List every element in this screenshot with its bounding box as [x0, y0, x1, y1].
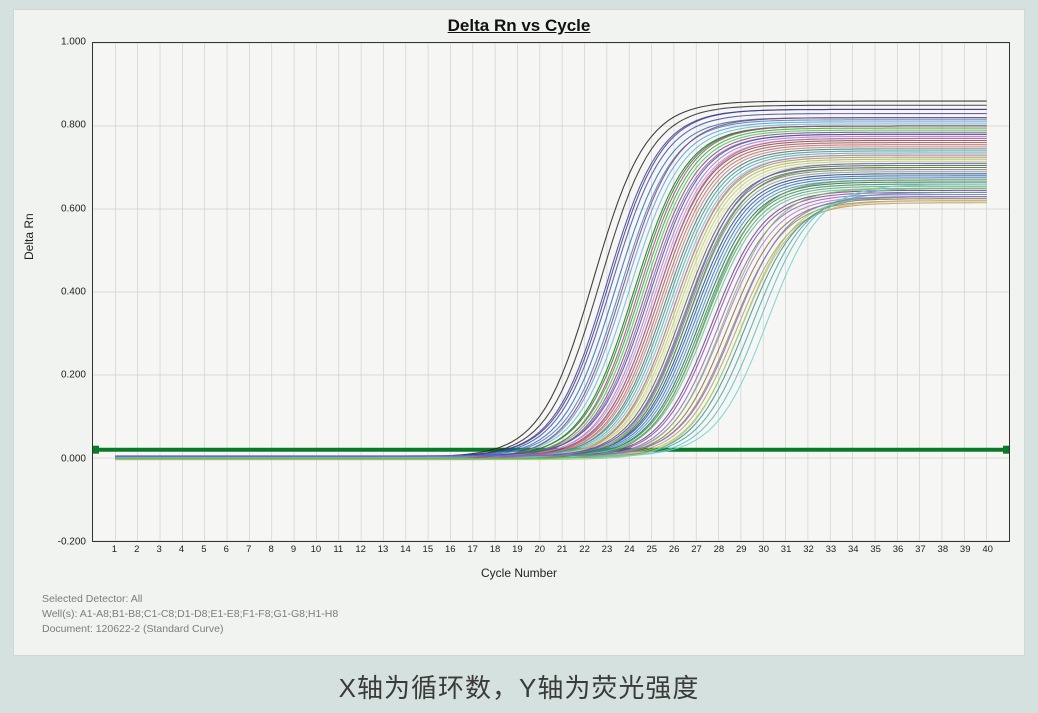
x-tick-label: 35 — [870, 544, 881, 555]
x-tick-label: 24 — [624, 544, 635, 555]
x-tick-label: 13 — [378, 544, 389, 555]
series-line — [115, 180, 986, 458]
series-line — [115, 184, 986, 457]
y-tick-label: 0.600 — [61, 203, 86, 214]
series-line — [115, 130, 986, 457]
series-line — [115, 172, 986, 457]
x-tick-label: 7 — [246, 544, 251, 555]
series-line — [115, 188, 986, 457]
series-line — [115, 180, 986, 459]
series-line — [115, 163, 986, 456]
series-line — [115, 192, 986, 457]
x-tick-label: 34 — [848, 544, 859, 555]
series-line — [115, 190, 986, 457]
series-line — [115, 118, 986, 458]
x-axis-label: Cycle Number — [14, 566, 1024, 580]
x-tick-label: 26 — [669, 544, 680, 555]
y-tick-label: -0.200 — [58, 537, 86, 548]
x-tick-label: 14 — [400, 544, 411, 555]
x-tick-label: 32 — [803, 544, 814, 555]
chart-title: Delta Rn vs Cycle — [14, 16, 1024, 36]
x-tick-label: 17 — [467, 544, 478, 555]
x-axis-ticks: 1234567891011121314151617181920212223242… — [92, 544, 1010, 562]
series-line — [115, 168, 986, 459]
series-line — [115, 163, 986, 456]
y-axis-label: Delta Rn — [22, 213, 36, 260]
x-tick-label: 2 — [134, 544, 139, 555]
series-line — [115, 199, 986, 458]
y-tick-label: 0.000 — [61, 453, 86, 464]
x-tick-label: 28 — [714, 544, 725, 555]
x-tick-label: 10 — [311, 544, 322, 555]
series-line — [115, 197, 986, 456]
footer-document: Document: 120622-2 (Standard Curve) — [42, 622, 224, 637]
x-tick-label: 1 — [112, 544, 117, 555]
series-line — [115, 201, 986, 457]
x-tick-label: 22 — [579, 544, 590, 555]
x-tick-label: 6 — [224, 544, 229, 555]
series-line — [115, 188, 986, 458]
series-line — [115, 128, 986, 457]
series-line — [115, 126, 986, 457]
series-line — [115, 192, 986, 457]
x-tick-label: 9 — [291, 544, 296, 555]
x-tick-label: 21 — [557, 544, 568, 555]
page-root: Delta Rn vs Cycle Delta Rn -0.200 0.000 0.… — [0, 0, 1038, 713]
plot-area — [92, 42, 1010, 542]
x-tick-label: 37 — [915, 544, 926, 555]
series-line — [115, 178, 986, 457]
chart-panel: Delta Rn vs Cycle Delta Rn -0.200 0.000 0.… — [14, 10, 1024, 655]
series-line — [115, 184, 986, 457]
x-tick-label: 19 — [512, 544, 523, 555]
x-tick-label: 12 — [355, 544, 366, 555]
series-line — [115, 157, 986, 458]
x-tick-label: 30 — [758, 544, 769, 555]
x-tick-label: 23 — [602, 544, 613, 555]
series-line — [115, 182, 986, 458]
x-tick-label: 31 — [781, 544, 792, 555]
series-line — [115, 176, 986, 457]
x-tick-label: 27 — [691, 544, 702, 555]
x-tick-label: 33 — [826, 544, 837, 555]
x-tick-label: 40 — [982, 544, 993, 555]
footer-wells: Well(s): A1-A8;B1-B8;C1-C8;D1-D8;E1-E8;F… — [42, 607, 338, 622]
y-tick-label: 1.000 — [61, 37, 86, 48]
series-line — [115, 138, 986, 456]
x-tick-label: 39 — [960, 544, 971, 555]
series-line — [115, 168, 986, 458]
y-tick-label: 0.800 — [61, 120, 86, 131]
series-line — [115, 188, 986, 457]
series-line — [115, 105, 986, 457]
caption-text: X轴为循环数，Y轴为荧光强度 — [0, 668, 1038, 705]
x-tick-label: 16 — [445, 544, 456, 555]
x-tick-label: 4 — [179, 544, 184, 555]
footer-selected-detector: Selected Detector: All — [42, 592, 142, 607]
y-axis-ticks: -0.2000.0000.2000.4000.6000.8001.000 — [50, 42, 90, 542]
x-tick-label: 29 — [736, 544, 747, 555]
x-tick-label: 3 — [157, 544, 162, 555]
series-line — [115, 101, 986, 457]
x-tick-label: 5 — [201, 544, 206, 555]
y-tick-label: 0.400 — [61, 287, 86, 298]
x-tick-label: 8 — [268, 544, 273, 555]
series-line — [115, 186, 986, 457]
x-tick-label: 36 — [893, 544, 904, 555]
x-tick-label: 11 — [333, 544, 343, 555]
plot-svg — [93, 43, 1009, 541]
series-line — [115, 174, 986, 458]
series-line — [115, 197, 986, 458]
x-tick-label: 18 — [490, 544, 501, 555]
y-tick-label: 0.200 — [61, 370, 86, 381]
series-line — [115, 118, 986, 459]
series-line — [115, 194, 986, 458]
x-tick-label: 25 — [646, 544, 657, 555]
x-tick-label: 20 — [535, 544, 546, 555]
series-line — [115, 170, 986, 458]
x-tick-label: 38 — [938, 544, 949, 555]
series-line — [115, 114, 986, 458]
x-tick-label: 15 — [423, 544, 434, 555]
